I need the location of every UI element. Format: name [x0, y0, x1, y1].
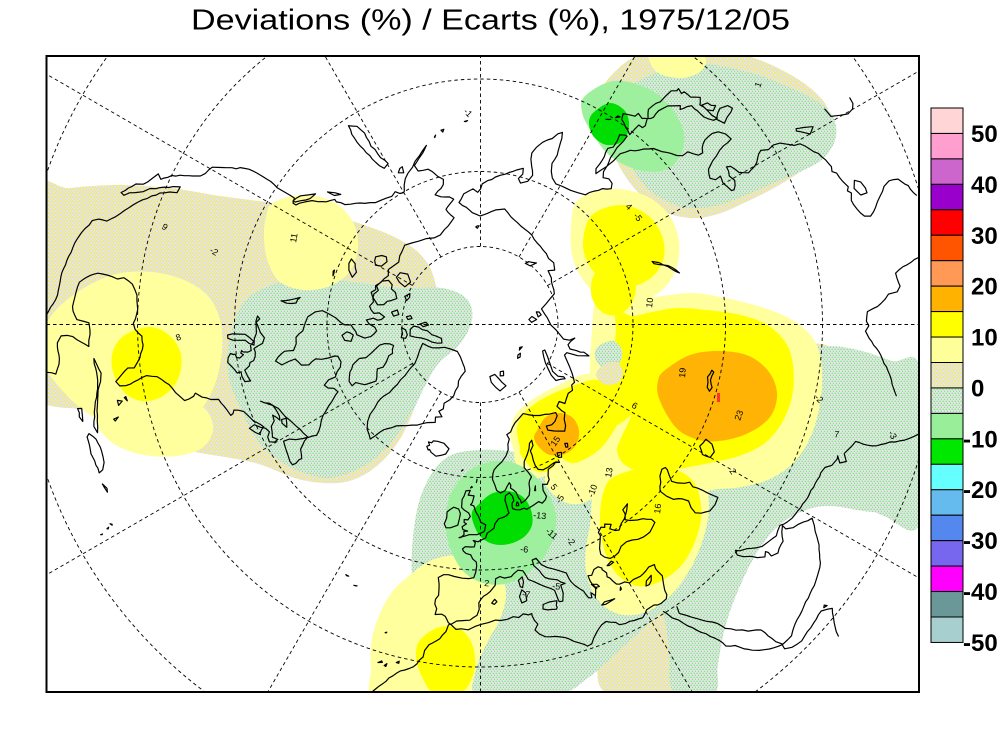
svg-text:13: 13: [603, 467, 615, 479]
svg-text:7: 7: [834, 429, 840, 439]
svg-text:16: 16: [652, 503, 663, 514]
svg-text:-13: -13: [533, 510, 547, 521]
svg-text:-20: -20: [963, 477, 998, 504]
svg-text:2: 2: [484, 578, 490, 588]
svg-text:-5: -5: [552, 581, 561, 592]
svg-text:19: 19: [677, 367, 688, 378]
svg-text:-10: -10: [963, 426, 998, 453]
svg-text:-30: -30: [963, 528, 998, 555]
svg-text:50: 50: [971, 121, 998, 148]
svg-text:11: 11: [288, 232, 299, 243]
svg-text:-40: -40: [963, 579, 998, 606]
svg-text:-6: -6: [520, 544, 529, 555]
svg-text:40: 40: [971, 172, 998, 199]
svg-text:0: 0: [971, 375, 984, 402]
svg-text:Deviations (%) / Ecarts (%), 1: Deviations (%) / Ecarts (%), 1975/12/05: [191, 5, 790, 37]
svg-text:-50: -50: [963, 630, 998, 657]
svg-text:30: 30: [971, 223, 998, 250]
svg-text:-7: -7: [522, 589, 531, 600]
svg-text:10: 10: [644, 297, 655, 308]
svg-text:10: 10: [971, 325, 998, 352]
svg-text:20: 20: [971, 274, 998, 301]
